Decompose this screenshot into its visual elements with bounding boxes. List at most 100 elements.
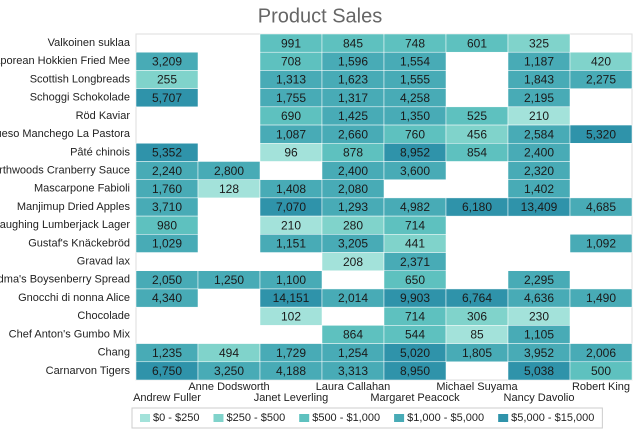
- value-label: 255: [157, 73, 177, 87]
- value-label: 456: [467, 127, 487, 141]
- y-tick-label: Singaporean Hokkien Fried Mee: [0, 55, 130, 67]
- value-label: 3,205: [338, 237, 368, 251]
- value-label: 5,707: [152, 91, 182, 105]
- value-label: 1,805: [462, 346, 492, 360]
- value-label: 7,070: [276, 200, 306, 214]
- chart-title: Product Sales: [258, 5, 383, 27]
- x-tick-label: Robert King: [572, 381, 630, 393]
- value-label: 714: [405, 218, 425, 232]
- value-label: 1,350: [400, 109, 430, 123]
- value-label: 2,800: [214, 164, 244, 178]
- value-label: 128: [219, 182, 239, 196]
- x-tick-label: Janet Leverling: [254, 392, 329, 404]
- value-label: 210: [529, 109, 549, 123]
- x-tick-label: Michael Suyama: [436, 381, 518, 393]
- value-label: 1,092: [586, 237, 616, 251]
- value-label: 1,490: [586, 291, 616, 305]
- value-label: 2,371: [400, 255, 430, 269]
- value-label: 500: [591, 364, 611, 378]
- value-label: 708: [281, 54, 301, 68]
- value-label: 3,710: [152, 200, 182, 214]
- value-label: 1,317: [338, 91, 368, 105]
- value-label: 980: [157, 218, 177, 232]
- legend-label: $5,000 - $15,000: [511, 412, 594, 424]
- heat-cell: [569, 361, 633, 381]
- y-tick-label: Mascarpone Fabioli: [34, 183, 130, 195]
- value-label: 2,660: [338, 127, 368, 141]
- value-label: 5,320: [586, 127, 616, 141]
- value-label: 2,006: [586, 346, 616, 360]
- value-label: 991: [281, 36, 301, 50]
- y-tick-label: Gnocchi di nonna Alice: [18, 292, 130, 304]
- value-label: 280: [343, 218, 363, 232]
- value-label: 1,408: [276, 182, 306, 196]
- value-label: 2,400: [338, 164, 368, 178]
- value-label: 714: [405, 309, 425, 323]
- value-label: 2,320: [524, 164, 554, 178]
- value-label: 4,685: [586, 200, 616, 214]
- value-label: 8,950: [400, 364, 430, 378]
- value-label: 85: [470, 328, 484, 342]
- y-tick-label: Chang: [98, 347, 130, 359]
- y-tick-label: Northwoods Cranberry Sauce: [0, 164, 130, 176]
- value-label: 601: [467, 36, 487, 50]
- value-label: 1,293: [338, 200, 368, 214]
- value-label: 494: [219, 346, 239, 360]
- value-label: 14,151: [273, 291, 310, 305]
- legend-swatch: [140, 414, 150, 422]
- value-label: 1,760: [152, 182, 182, 196]
- value-label: 4,188: [276, 364, 306, 378]
- x-tick-label: Margaret Peacock: [370, 392, 460, 404]
- legend-box: [131, 407, 603, 429]
- value-label: 760: [405, 127, 425, 141]
- x-tick-label: Nancy Davolio: [504, 392, 575, 404]
- y-tick-label: Röd Kaviar: [76, 110, 131, 122]
- y-tick-label: Chef Anton's Gumbo Mix: [9, 328, 131, 340]
- value-label: 1,100: [276, 273, 306, 287]
- legend-swatch: [394, 414, 405, 422]
- value-label: 4,982: [400, 200, 430, 214]
- value-label: 3,209: [152, 54, 182, 68]
- value-label: 13,409: [521, 200, 558, 214]
- heat-cell: [569, 197, 633, 217]
- y-tick-label: Manjimup Dried Apples: [17, 201, 131, 213]
- value-label: 420: [591, 54, 611, 68]
- x-tick-label: Andrew Fuller: [133, 392, 201, 404]
- y-tick-label: Queso Manchego La Pastora: [0, 128, 131, 140]
- value-label: 2,240: [152, 164, 182, 178]
- heat-cell: [383, 161, 447, 180]
- value-label: 230: [529, 309, 549, 323]
- value-label: 6,180: [462, 200, 492, 214]
- legend-label: $500 - $1,000: [312, 412, 380, 424]
- value-label: 4,340: [152, 291, 182, 305]
- value-label: 2,080: [338, 182, 368, 196]
- value-label: 1,554: [400, 54, 430, 68]
- value-label: 878: [343, 146, 363, 160]
- value-label: 5,038: [524, 364, 554, 378]
- value-label: 2,295: [524, 273, 554, 287]
- value-label: 544: [405, 328, 425, 342]
- value-label: 96: [284, 146, 298, 160]
- y-tick-label: Gustaf's Knäckebröd: [28, 237, 130, 249]
- heat-cell: [569, 288, 633, 308]
- value-label: 2,400: [524, 146, 554, 160]
- value-label: 845: [343, 36, 363, 50]
- value-label: 1,254: [338, 346, 368, 360]
- value-label: 306: [467, 309, 487, 323]
- value-label: 3,313: [338, 364, 368, 378]
- y-tick-label: Chocolade: [77, 310, 130, 322]
- value-label: 854: [467, 146, 487, 160]
- value-label: 2,275: [586, 73, 616, 87]
- value-label: 3,952: [524, 346, 554, 360]
- value-label: 1,105: [524, 328, 554, 342]
- heat-cell: [569, 70, 633, 89]
- y-tick-label: Valkoinen suklaa: [48, 37, 131, 49]
- value-label: 1,555: [400, 73, 430, 87]
- y-tick-label: Laughing Lumberjack Lager: [0, 219, 130, 231]
- value-label: 1,755: [276, 91, 306, 105]
- value-label: 525: [467, 109, 487, 123]
- value-label: 5,352: [152, 146, 182, 160]
- value-label: 102: [281, 309, 301, 323]
- value-label: 9,903: [400, 291, 430, 305]
- legend-swatch: [299, 414, 310, 422]
